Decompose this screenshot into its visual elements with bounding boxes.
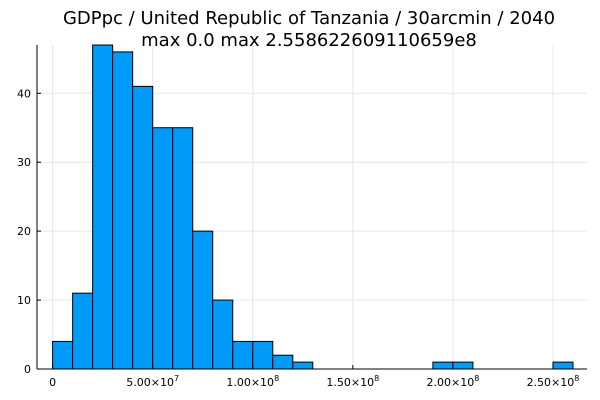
y-tick-label: 30 xyxy=(17,156,31,169)
histogram-bar xyxy=(232,340,254,370)
histogram-bar xyxy=(212,299,234,370)
y-tick-labels: 0 10 20 30 40 xyxy=(17,87,31,376)
histogram-bar xyxy=(172,127,194,370)
histogram-bar xyxy=(252,340,274,370)
x-tick-labels: 0 5.00×107 1.00×108 1.50×108 2.00×108 2.50×10… xyxy=(49,374,579,389)
histogram-bar xyxy=(132,85,154,370)
x-tick-label: 5.00×107 xyxy=(126,374,179,389)
chart-title-line-1: GDPpc / United Republic of Tanzania / 30… xyxy=(63,8,555,29)
y-tick-label: 40 xyxy=(17,87,31,100)
histogram-bar xyxy=(452,361,474,370)
histogram-bar xyxy=(432,361,454,370)
x-tick-label: 1.50×108 xyxy=(326,374,379,389)
y-tick-label: 20 xyxy=(17,225,31,238)
histogram-bar xyxy=(272,354,294,370)
x-tick-label: 0 xyxy=(49,376,56,389)
y-tick-label: 0 xyxy=(24,363,31,376)
axes xyxy=(36,45,587,370)
histogram-bar xyxy=(72,292,94,370)
x-tick-label: 1.00×108 xyxy=(226,374,279,389)
histogram-bar xyxy=(192,230,214,370)
histogram-bar xyxy=(552,361,574,370)
histogram-bar xyxy=(52,340,74,370)
histogram-bar xyxy=(152,127,174,370)
x-tick-label: 2.00×108 xyxy=(426,374,479,389)
x-tick-label: 2.50×108 xyxy=(527,374,580,389)
histogram-bar xyxy=(292,361,314,370)
y-tick-label: 10 xyxy=(17,294,31,307)
histogram-bar xyxy=(112,51,134,370)
histogram-bar xyxy=(92,44,114,370)
chart-title-line-2: max 0.0 max 2.558622609110659e8 xyxy=(141,30,477,51)
